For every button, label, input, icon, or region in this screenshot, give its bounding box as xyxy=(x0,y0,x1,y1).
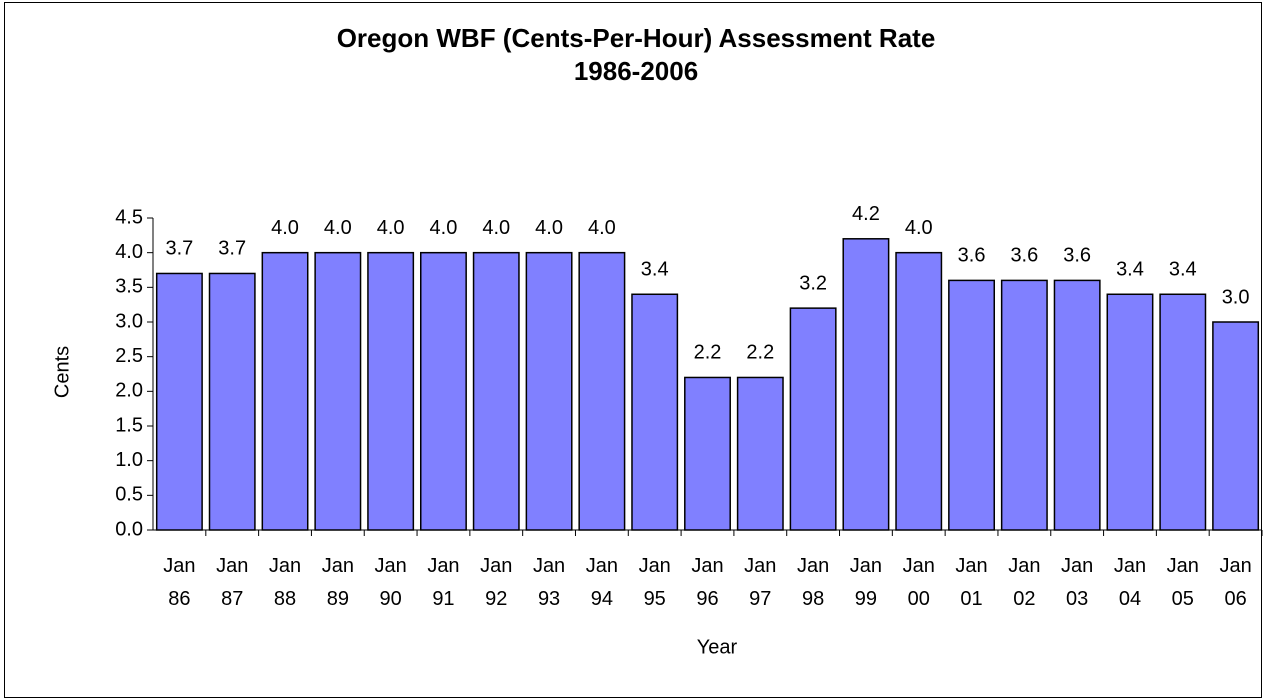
bar xyxy=(789,307,837,531)
value-label: 3.7 xyxy=(218,238,246,260)
chart-title: Oregon WBF (Cents-Per-Hour) Assessment R… xyxy=(337,23,936,53)
value-label: 4.0 xyxy=(535,217,563,239)
bar xyxy=(895,251,943,531)
bar xyxy=(472,251,520,531)
x-tick-label: Jan 98 xyxy=(797,555,829,610)
y-axis-label: Cents xyxy=(51,346,73,398)
bar xyxy=(736,376,784,531)
bar xyxy=(314,251,362,531)
value-label: 3.4 xyxy=(641,259,669,281)
y-tick-label: 1.5 xyxy=(115,414,143,436)
y-tick-label: 1.0 xyxy=(115,449,143,471)
chart-subtitle: 1986-2006 xyxy=(574,56,698,86)
value-label: 3.2 xyxy=(799,272,827,294)
value-label: 4.0 xyxy=(430,217,458,239)
bar xyxy=(367,251,415,531)
x-tick-label: Jan 88 xyxy=(269,555,301,610)
x-tick-label: Jan 01 xyxy=(955,555,987,610)
value-label: 3.6 xyxy=(958,245,986,267)
bar xyxy=(684,376,731,531)
y-tick-label: 0.0 xyxy=(115,518,143,540)
value-label: 3.6 xyxy=(1010,245,1038,267)
value-label: 3.4 xyxy=(1169,259,1197,281)
x-tick-label: Jan 91 xyxy=(427,555,459,610)
value-label: 4.0 xyxy=(377,217,405,239)
bar xyxy=(631,293,679,531)
bar xyxy=(1106,293,1154,531)
value-label: 3.0 xyxy=(1222,286,1250,308)
bar xyxy=(261,251,309,531)
value-label: 2.2 xyxy=(694,342,722,364)
x-tick-label: Jan 97 xyxy=(744,555,776,610)
bar xyxy=(578,251,626,531)
value-label: 4.0 xyxy=(905,217,933,239)
x-tick-label: Jan 04 xyxy=(1114,555,1146,610)
x-tick-label: Jan 93 xyxy=(533,555,565,610)
value-label: 3.7 xyxy=(165,238,193,260)
x-tick-label: Jan 06 xyxy=(1219,555,1251,610)
x-tick-label: Jan 02 xyxy=(1008,555,1040,610)
value-label: 2.2 xyxy=(746,342,774,364)
value-label: 4.0 xyxy=(588,217,616,239)
x-tick-label: Jan 05 xyxy=(1167,555,1199,610)
y-tick-label: 2.0 xyxy=(115,380,143,402)
bar xyxy=(948,279,996,531)
value-label: 3.4 xyxy=(1116,259,1144,281)
x-tick-label: Jan 96 xyxy=(691,555,723,610)
x-tick-label: Jan 90 xyxy=(375,555,407,610)
value-label: 4.0 xyxy=(324,217,352,239)
bar xyxy=(525,251,573,531)
bar xyxy=(842,238,890,531)
value-label: 4.0 xyxy=(271,217,299,239)
y-tick-label: 2.5 xyxy=(115,345,143,367)
y-tick-label: 3.0 xyxy=(115,310,143,332)
x-axis-label: Year xyxy=(697,636,738,658)
x-tick-label: Jan 94 xyxy=(586,555,618,610)
bar xyxy=(419,251,467,531)
value-label: 4.2 xyxy=(852,203,880,225)
bar xyxy=(1159,293,1207,531)
x-tick-label: Jan 03 xyxy=(1061,555,1093,610)
x-tick-label: Jan 99 xyxy=(850,555,882,610)
y-tick-label: 4.5 xyxy=(115,206,143,228)
y-tick-label: 0.5 xyxy=(115,484,143,506)
y-tick-label: 3.5 xyxy=(115,276,143,298)
bar xyxy=(1053,279,1101,531)
y-tick-label: 4.0 xyxy=(115,241,143,263)
bar xyxy=(208,272,256,531)
x-tick-label: Jan 95 xyxy=(639,555,671,610)
x-tick-label: Jan 92 xyxy=(480,555,512,610)
value-label: 4.0 xyxy=(482,217,510,239)
x-tick-label: Jan 89 xyxy=(322,555,354,610)
bar xyxy=(1212,321,1260,531)
value-label: 3.6 xyxy=(1063,245,1091,267)
x-tick-label: Jan 00 xyxy=(903,555,935,610)
x-tick-label: Jan 86 xyxy=(163,555,195,610)
bar xyxy=(155,272,203,531)
x-tick-label: Jan 87 xyxy=(216,555,248,610)
bar xyxy=(1000,279,1048,531)
